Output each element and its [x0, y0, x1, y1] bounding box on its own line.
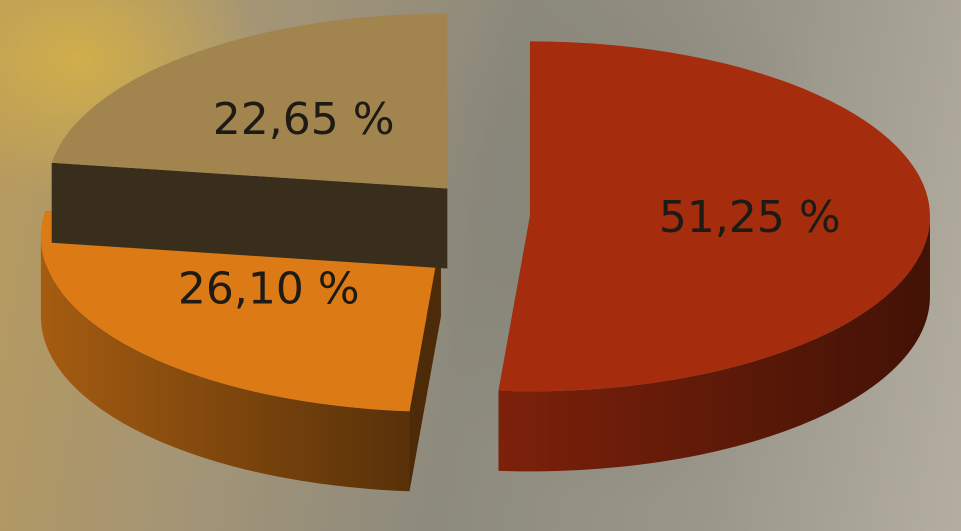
slice-side: [498, 216, 930, 472]
pie-slice: [51, 13, 448, 189]
data-label: 22,65 %: [213, 94, 395, 145]
data-label: 51,25 %: [659, 192, 841, 243]
slice-cut-face: [51, 162, 448, 269]
pie-slice: [498, 41, 930, 392]
slice-side: [40, 236, 410, 492]
data-label: 26,10 %: [178, 263, 360, 314]
